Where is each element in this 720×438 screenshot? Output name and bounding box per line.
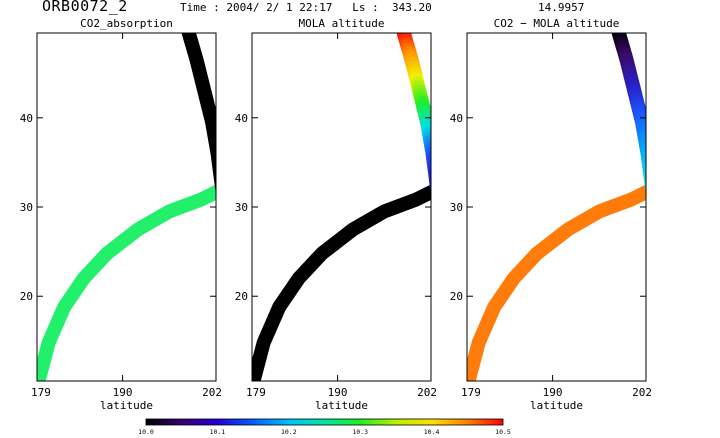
track-upper-segment <box>640 146 646 165</box>
colorbar-tick-label: 10.5 <box>495 428 511 436</box>
time-label: Time : 2004/ 2/ 1 22:17 <box>180 1 333 14</box>
track-upper-segment <box>644 180 646 193</box>
x-tick-label: 179 <box>31 386 51 399</box>
x-tick-label: 190 <box>113 386 133 399</box>
x-axis-label: latitude <box>315 399 368 412</box>
ground-track <box>252 33 431 381</box>
colorbar-tick-label: 10.1 <box>210 428 226 436</box>
ground-track <box>37 33 216 381</box>
track-upper-segment <box>642 160 646 178</box>
track-upper-segment <box>429 180 431 193</box>
orbit-label: ORB0072_2 <box>42 0 128 15</box>
colorbar-tick-label: 10.2 <box>281 428 297 436</box>
x-tick-label: 202 <box>632 386 652 399</box>
y-tick-label: 30 <box>450 201 463 214</box>
x-tick-label: 179 <box>461 386 481 399</box>
track-upper-segment <box>426 151 431 169</box>
track-lower-branch <box>37 184 216 381</box>
x-axis-label: latitude <box>100 399 153 412</box>
plot-panel-2: MOLA altitude 179 190 202 latitude 20 30 40 <box>235 17 437 412</box>
plot-title: CO2 − MOLA altitude <box>494 17 620 30</box>
y-tick-label: 20 <box>450 290 463 303</box>
track-upper-segment <box>426 156 431 173</box>
track-lower-branch <box>252 184 431 381</box>
y-tick-label: 40 <box>235 112 248 125</box>
ground-track <box>467 33 646 381</box>
track-upper-segment <box>425 146 431 165</box>
y-tick-label: 30 <box>20 201 33 214</box>
track-upper-segment <box>642 165 646 182</box>
x-tick-label: 190 <box>543 386 563 399</box>
track-upper-branch <box>181 33 216 193</box>
x-tick-label: 190 <box>328 386 348 399</box>
x-tick-label: 202 <box>417 386 437 399</box>
track-upper-segment <box>644 175 646 189</box>
y-tick-label: 20 <box>235 290 248 303</box>
track-upper-segment <box>424 142 431 161</box>
track-upper-segment <box>643 170 646 186</box>
plot-panel-3: CO2 − MOLA altitude 179 190 202 latitude 20 30… <box>450 17 652 412</box>
time-ls-line: Time : 2004/ 2/ 1 22:17 Ls : 343.20 <box>180 1 432 14</box>
plot-panel-1: CO2_absorption 179 190 202 latitude 20 30 40 <box>20 17 222 412</box>
track-upper-segment <box>427 160 431 178</box>
track-upper-segment <box>641 156 646 173</box>
x-axis-label: latitude <box>530 399 583 412</box>
track-upper-segment <box>429 175 431 189</box>
colorbar-tick-label: 10.3 <box>352 428 368 436</box>
colorbar-tick-label: 10.0 <box>138 428 154 436</box>
y-tick-label: 40 <box>20 112 33 125</box>
colorbar-tick-label: 10.4 <box>424 428 440 436</box>
track-lower-branch <box>467 184 646 381</box>
y-tick-label: 30 <box>235 201 248 214</box>
plot-title: MOLA altitude <box>298 17 384 30</box>
track-upper-segment <box>641 151 646 169</box>
track-upper-segment <box>639 142 646 161</box>
y-tick-label: 40 <box>450 112 463 125</box>
x-tick-label: 179 <box>246 386 266 399</box>
ls-label: Ls : <box>352 1 379 14</box>
track-upper-segment <box>427 165 431 182</box>
ls-value: 343.20 <box>391 1 432 14</box>
plot-title: CO2_absorption <box>80 17 173 30</box>
colorbar-bar <box>145 418 504 426</box>
x-tick-label: 202 <box>202 386 222 399</box>
colorbar: 10.0 10.1 10.2 10.3 10.4 10.5 <box>138 418 511 436</box>
extra-value: 14.9957 <box>538 1 585 14</box>
track-upper-segment <box>428 170 431 186</box>
y-tick-label: 20 <box>20 290 33 303</box>
